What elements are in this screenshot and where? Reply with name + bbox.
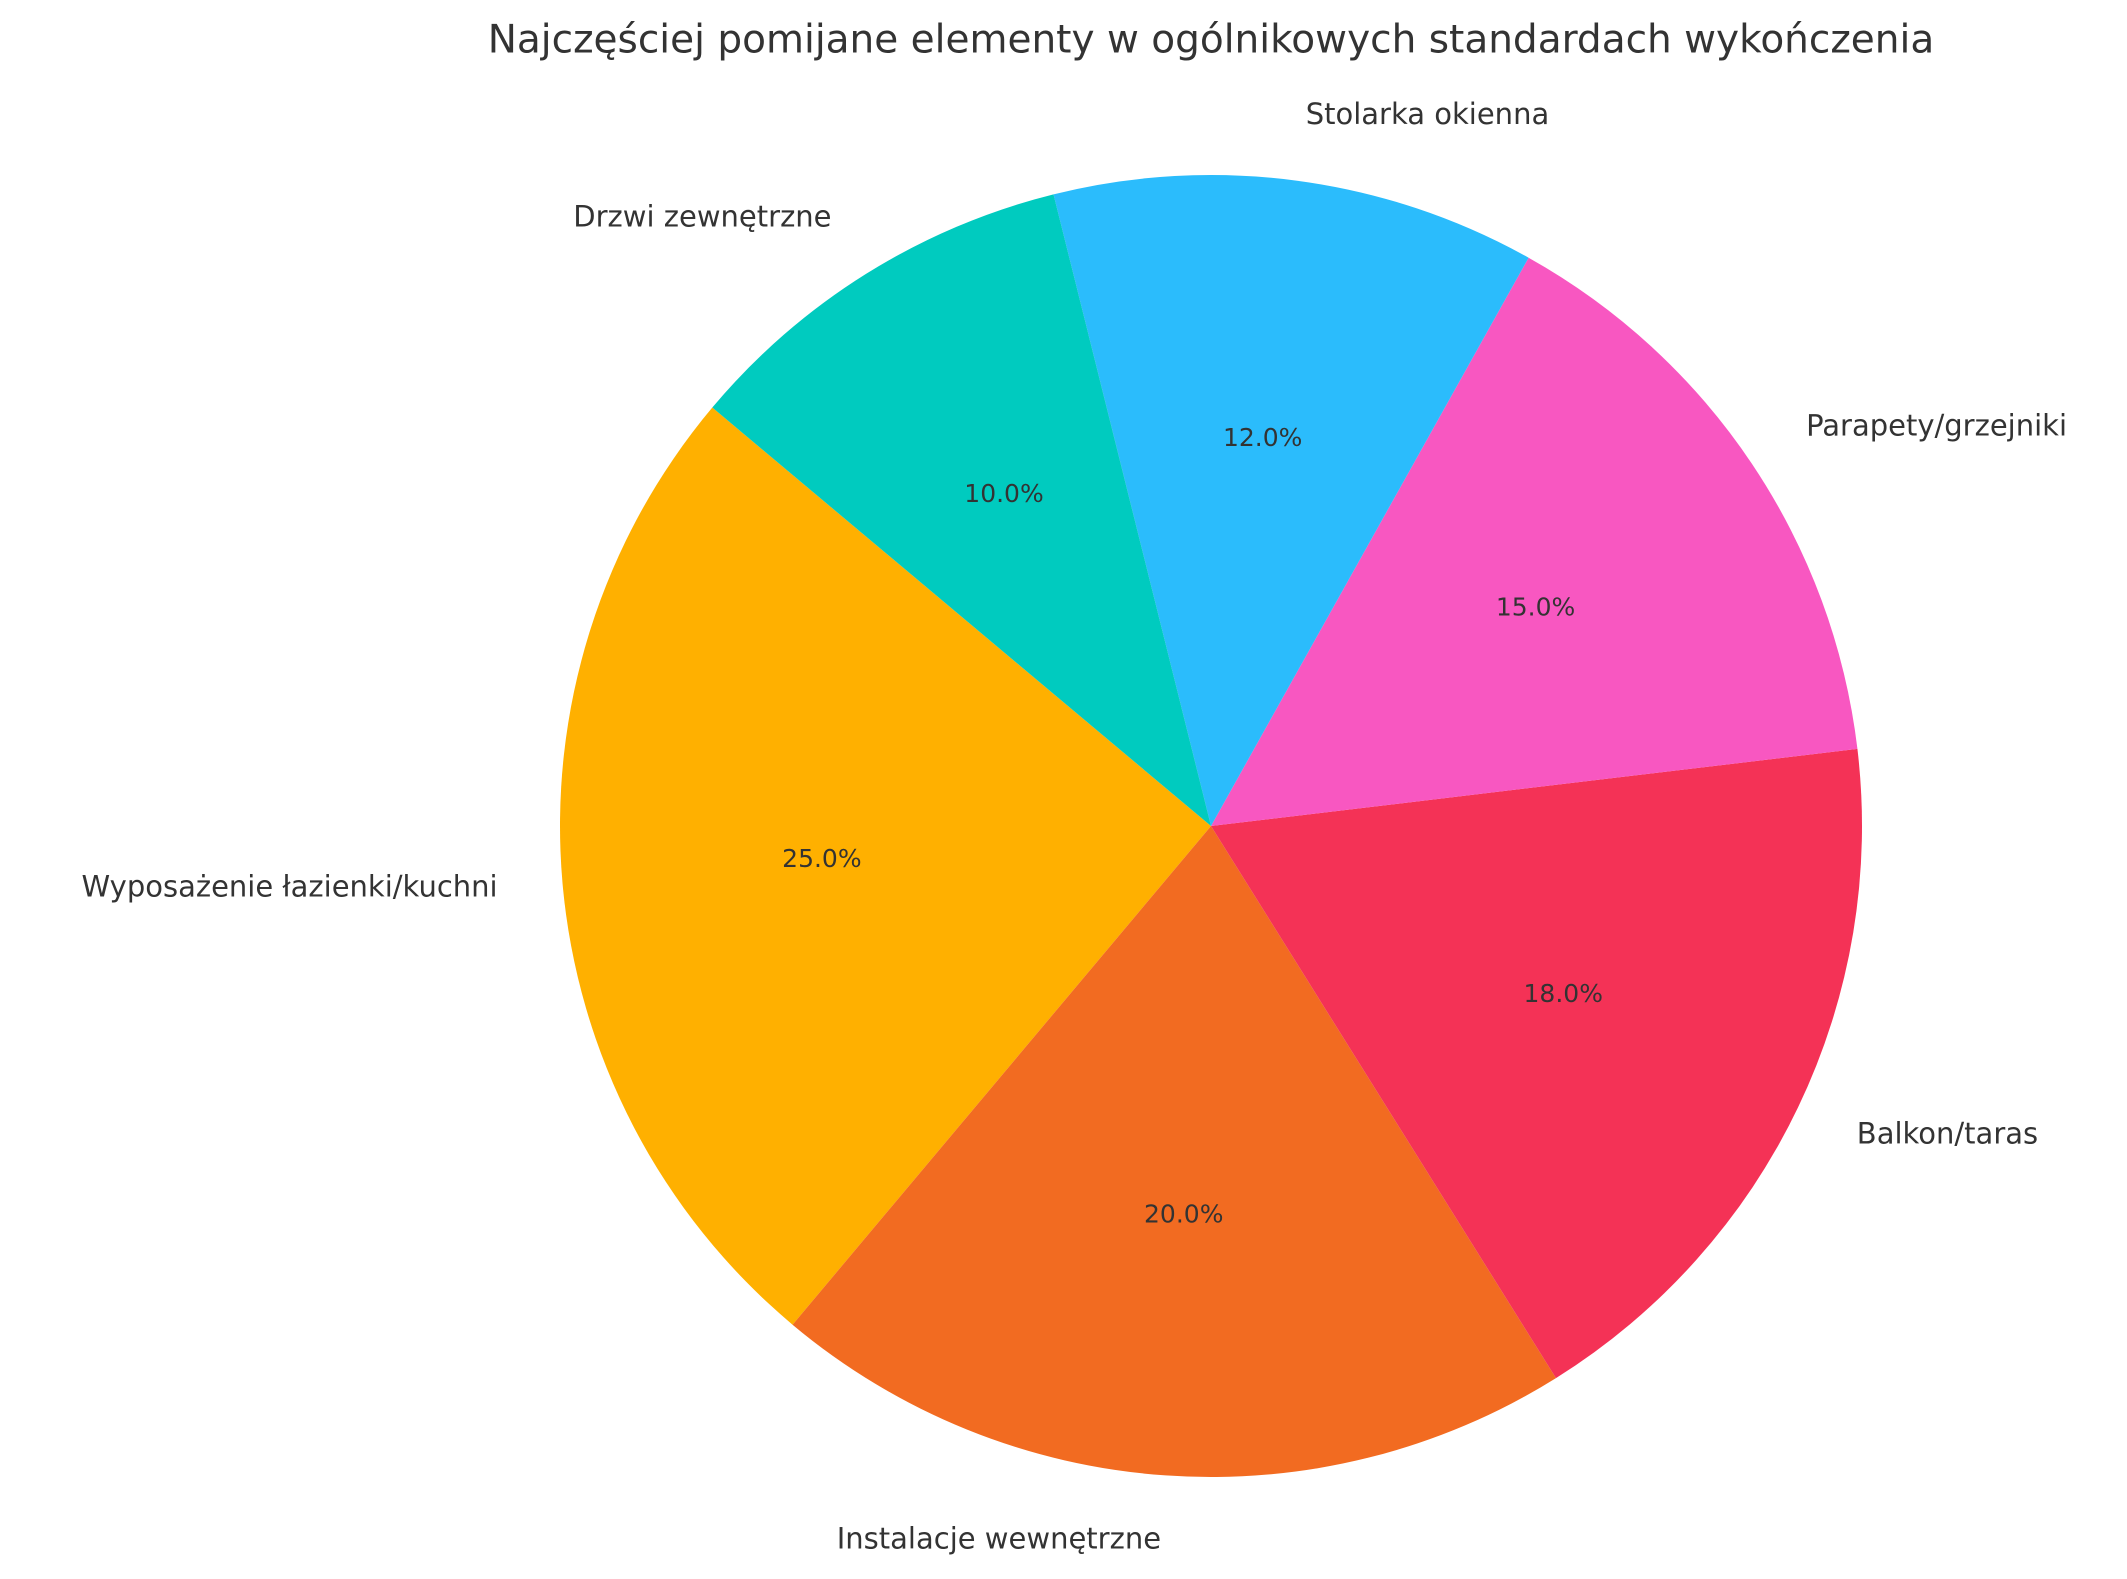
slice-label: Instalacje wewnętrzne [837, 1521, 1161, 1555]
pie-slice [1211, 748, 1862, 1379]
pie-slice [559, 407, 1211, 1325]
slice-label: Wyposażenie łazienki/kuchni [82, 869, 498, 903]
chart-title: Najczęściej pomijane elementy w ogólniko… [488, 18, 1935, 63]
slice-label: Parapety/grzejniki [1806, 409, 2067, 443]
pct-label: 20.0% [1144, 1200, 1223, 1229]
pie-slice [1053, 174, 1529, 826]
pie-slice [1211, 257, 1858, 826]
pct-label: 25.0% [782, 844, 861, 873]
pct-label: 18.0% [1524, 979, 1603, 1008]
slice-label: Balkon/taras [1857, 1116, 2038, 1150]
pct-label: 15.0% [1496, 593, 1575, 622]
pct-label: 10.0% [964, 479, 1043, 508]
pie-slice [792, 826, 1556, 1477]
slice-label: Stolarka okienna [1306, 97, 1550, 131]
slice-label: Drzwi zewnętrzne [573, 200, 831, 234]
pct-label: 12.0% [1223, 423, 1302, 452]
pie-slice [712, 194, 1211, 827]
